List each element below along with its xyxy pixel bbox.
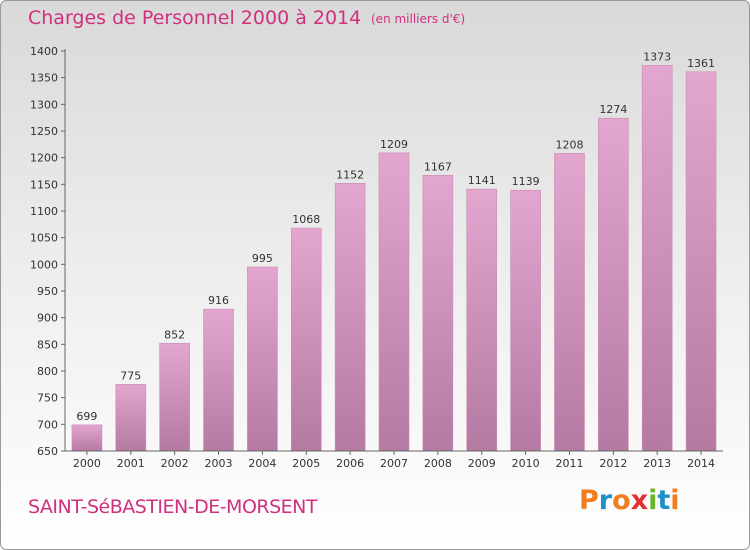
value-label: 1361 <box>687 57 715 70</box>
proxiti-logo: Proxiti <box>579 485 680 516</box>
chart-title: Charges de Personnel 2000 à 2014 <box>28 7 362 29</box>
logo-letter: t <box>657 485 671 516</box>
logo-letter: P <box>579 485 599 516</box>
bar-2002 <box>159 342 190 452</box>
x-tick-label: 2009 <box>468 457 496 470</box>
axis-layer: 650 700 750 800 850 900 950 1000 1050 1100 1150 120… <box>30 45 723 470</box>
y-tick-label: 1350 <box>30 72 58 85</box>
y-tick-label: 750 <box>37 392 58 405</box>
value-label: 1139 <box>512 175 540 188</box>
value-label: 699 <box>76 410 97 423</box>
bar-2006 <box>334 182 366 452</box>
bar-2009 <box>466 188 498 452</box>
y-tick-label: 900 <box>37 312 58 325</box>
y-tick-label: 1000 <box>30 258 58 271</box>
y-tick-label: 1100 <box>30 205 58 218</box>
bar-2005 <box>290 227 322 452</box>
value-label: 1274 <box>599 103 627 116</box>
x-tick-label: 2007 <box>380 457 408 470</box>
x-tick-label: 2012 <box>599 457 627 470</box>
chart-unit: (en milliers d'€) <box>371 12 466 26</box>
logo-letter: i <box>670 485 680 516</box>
y-tick-label: 1300 <box>30 98 58 111</box>
bar-2000 <box>71 424 103 452</box>
x-tick-label: 2010 <box>512 457 540 470</box>
y-tick-label: 1150 <box>30 178 58 191</box>
x-tick-label: 2003 <box>205 457 233 470</box>
bar-2013 <box>641 65 673 452</box>
y-tick-label: 700 <box>37 418 58 431</box>
logo-letter: i <box>648 485 658 516</box>
bar-2003 <box>203 308 234 452</box>
y-tick-label: 1400 <box>30 45 58 58</box>
y-tick-label: 950 <box>37 285 58 298</box>
x-tick-label: 2013 <box>643 457 671 470</box>
logo-letter: r <box>598 485 613 516</box>
bar-2014 <box>685 71 717 452</box>
value-label: 1152 <box>336 168 364 181</box>
y-tick-label: 850 <box>37 338 58 351</box>
bar-2001 <box>115 384 147 452</box>
value-label: 1167 <box>424 160 452 173</box>
commune-name: SAINT-SéBASTIEN-DE-MORSENT <box>28 496 318 518</box>
bar-2010 <box>510 189 541 452</box>
value-label: 775 <box>120 369 141 382</box>
bar-2011 <box>554 153 585 452</box>
y-tick-label: 1050 <box>30 232 58 245</box>
logo-letter: o <box>612 485 631 516</box>
bars-layer <box>71 65 717 452</box>
x-tick-label: 2014 <box>687 457 715 470</box>
y-tick-label: 650 <box>37 445 58 458</box>
x-tick-label: 2006 <box>336 457 364 470</box>
value-label: 1373 <box>643 50 671 63</box>
value-label: 852 <box>164 328 185 341</box>
bar-2008 <box>422 174 454 452</box>
value-label: 1141 <box>468 174 496 187</box>
value-label: 1208 <box>555 138 583 151</box>
logo-letter: x <box>630 485 649 516</box>
bar-2007 <box>378 152 410 452</box>
x-tick-label: 2008 <box>424 457 452 470</box>
x-tick-label: 2002 <box>161 457 189 470</box>
value-label: 995 <box>252 252 273 265</box>
x-tick-label: 2011 <box>555 457 583 470</box>
value-label: 1209 <box>380 138 408 151</box>
bar-2004 <box>247 266 278 452</box>
x-tick-label: 2005 <box>292 457 320 470</box>
y-tick-label: 1250 <box>30 125 58 138</box>
value-label: 916 <box>208 294 229 307</box>
y-tick-label: 1200 <box>30 152 58 165</box>
y-tick-label: 800 <box>37 365 58 378</box>
x-tick-label: 2001 <box>117 457 145 470</box>
x-tick-label: 2004 <box>248 457 276 470</box>
x-tick-label: 2000 <box>73 457 101 470</box>
bar-2012 <box>598 117 629 452</box>
value-label: 1068 <box>292 213 320 226</box>
